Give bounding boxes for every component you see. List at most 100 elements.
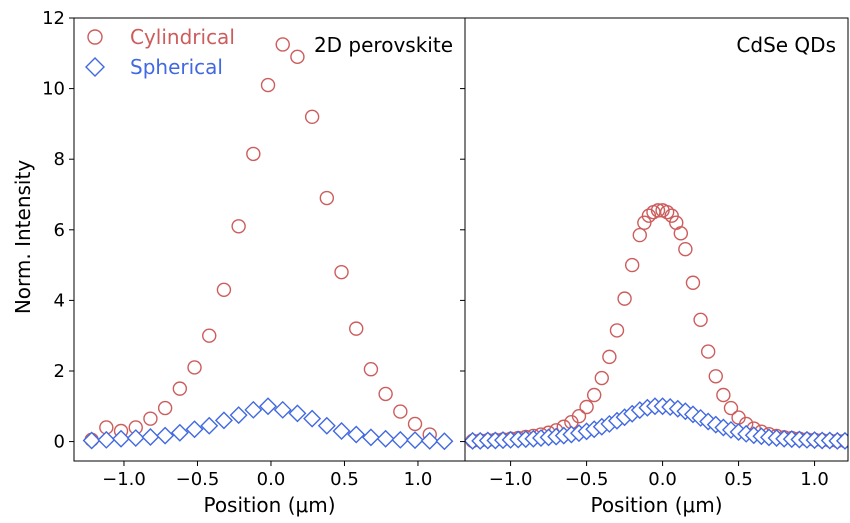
axes-frame [464, 17, 849, 462]
data-point-cylindrical [363, 362, 379, 377]
y-tick-label: 6 [54, 220, 65, 241]
data-point-spherical [97, 430, 116, 449]
data-point-cylindrical [650, 203, 666, 218]
data-point-spherical [200, 416, 219, 435]
data-point-spherical [835, 431, 848, 450]
data-point-spherical [303, 409, 322, 428]
data-point-cylindrical [246, 146, 261, 162]
legend-entry-cylindrical: Cylindrical [87, 25, 235, 49]
data-point-spherical [420, 431, 439, 450]
data-point-cylindrical [708, 369, 723, 384]
panel-cdse-qds: −1.0 −0.5 0.0 0.5 1.0 Position (μm) CdSe QDs [460, 17, 849, 517]
series-spherical [82, 397, 454, 451]
data-point-spherical [156, 426, 175, 445]
y-tick-label: 8 [54, 149, 65, 170]
legend-entry-spherical: Spherical [85, 55, 223, 79]
data-point-cylindrical [659, 204, 675, 220]
legend-marker-circle [87, 29, 103, 45]
data-point-spherical [406, 431, 425, 450]
panel-2d-perovskite: −1.0 −0.5 0.0 0.5 1.0 0 2 4 6 8 10 12 Position (μm) 2… [42, 8, 466, 517]
data-point-spherical [332, 422, 351, 440]
data-point-cylindrical [393, 404, 408, 419]
y-tick-label: 0 [54, 432, 65, 453]
data-point-cylindrical [685, 275, 701, 290]
legend-marker-diamond [85, 57, 105, 77]
x-tick-label: −1.0 [489, 469, 533, 490]
x-axis-label: Position (μm) [590, 493, 722, 517]
data-point-spherical [141, 428, 160, 446]
data-point-cylindrical [157, 400, 173, 416]
data-point-spherical [214, 411, 233, 430]
data-point-cylindrical [202, 328, 217, 343]
data-point-cylindrical [693, 312, 708, 328]
x-tick-label: −1.0 [102, 469, 146, 490]
data-point-spherical [185, 420, 204, 439]
data-point-cylindrical [609, 323, 625, 338]
data-point-cylindrical [275, 37, 290, 52]
x-tick-label: 0.0 [648, 469, 677, 490]
data-point-cylindrical [349, 321, 364, 336]
data-point-cylindrical [378, 386, 393, 402]
data-point-cylindrical [187, 360, 202, 375]
panel-label: CdSe QDs [736, 33, 836, 57]
y-tick-label: 2 [54, 361, 65, 382]
x-tick-label: 1.0 [404, 469, 433, 490]
series-spherical [465, 397, 848, 450]
data-point-spherical [273, 400, 292, 419]
data-point-cylindrical [617, 291, 632, 306]
data-point-cylindrical [143, 411, 158, 426]
legend-label: Spherical [130, 55, 223, 79]
data-point-spherical [361, 428, 380, 447]
data-point-spherical [229, 406, 248, 425]
data-point-cylindrical [231, 219, 246, 234]
data-point-cylindrical [716, 387, 731, 403]
data-point-cylindrical [700, 344, 716, 359]
y-axis-label: Norm. Intensity [11, 160, 35, 314]
data-point-spherical [126, 429, 145, 448]
x-tick-label: −0.5 [176, 469, 220, 490]
data-point-spherical [391, 430, 410, 449]
data-point-cylindrical [260, 77, 276, 93]
data-point-cylindrical [571, 408, 587, 424]
data-point-cylindrical [723, 400, 739, 416]
data-point-spherical [288, 404, 307, 423]
data-point-spherical [82, 431, 101, 450]
data-point-cylindrical [172, 381, 188, 396]
data-point-cylindrical [319, 190, 335, 206]
x-tick-label: 0.0 [257, 469, 286, 490]
legend-label: Cylindrical [130, 25, 235, 49]
data-point-cylindrical [624, 257, 640, 273]
y-tick-label: 4 [54, 290, 65, 311]
data-point-cylindrical [579, 399, 594, 415]
data-point-cylindrical [602, 349, 617, 365]
data-point-spherical [244, 400, 263, 419]
x-tick-label: 0.5 [724, 469, 753, 490]
y-tick-label: 12 [42, 8, 65, 29]
data-point-cylindrical [637, 215, 652, 230]
data-point-spherical [317, 416, 336, 435]
data-point-cylindrical [586, 387, 602, 403]
legend: Cylindrical Spherical [85, 25, 235, 79]
data-point-cylindrical [334, 264, 349, 280]
data-point-spherical [259, 397, 278, 416]
x-tick-label: −0.5 [565, 469, 609, 490]
data-point-cylindrical [673, 226, 689, 241]
data-point-spherical [347, 425, 366, 444]
data-point-spherical [112, 429, 131, 448]
data-point-cylindrical [632, 227, 647, 243]
data-point-spherical [170, 423, 189, 442]
x-axis-label: Position (μm) [203, 493, 335, 517]
data-point-cylindrical [216, 282, 232, 298]
data-point-spherical [376, 429, 395, 448]
data-point-cylindrical [678, 242, 693, 257]
data-point-spherical [435, 432, 454, 451]
x-tick-label: 0.5 [330, 469, 359, 490]
series-cylindrical [84, 37, 437, 448]
data-point-cylindrical [594, 370, 609, 386]
data-point-cylindrical [290, 49, 305, 65]
panel-label: 2D perovskite [314, 33, 453, 57]
data-point-cylindrical [664, 208, 679, 223]
data-point-cylindrical [304, 109, 320, 125]
x-tick-label: 1.0 [800, 469, 829, 490]
